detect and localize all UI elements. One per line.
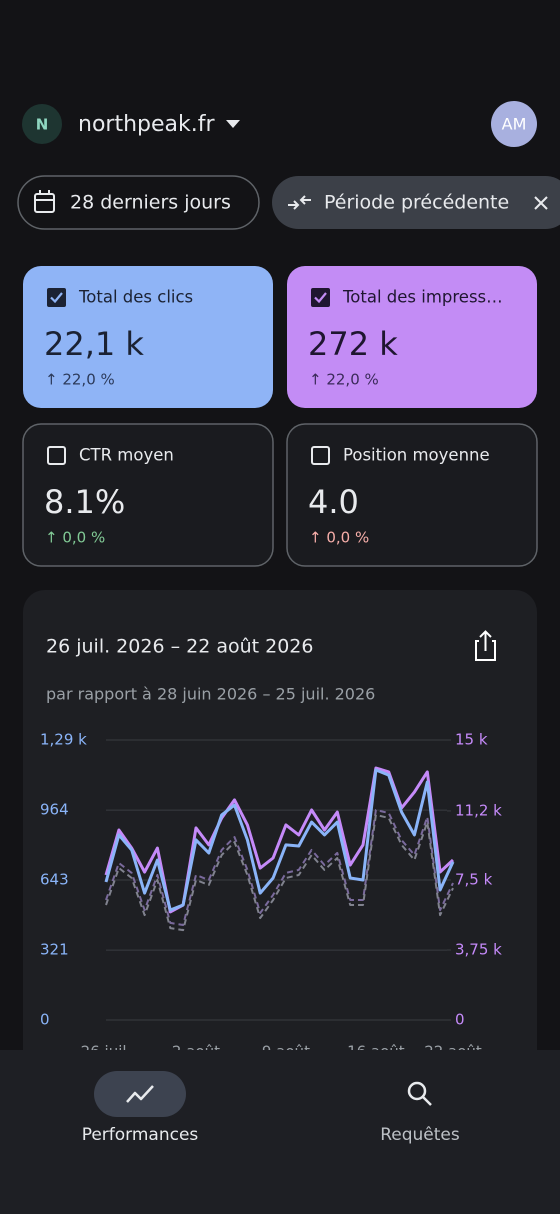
y-tick-label: 321 — [40, 941, 69, 959]
metric-value: 8.1% — [44, 483, 125, 521]
compare-icon — [288, 195, 311, 210]
y2-tick-label: 11,2 k — [455, 801, 502, 819]
y2-tick-label: 3,75 k — [455, 941, 502, 959]
chart-icon — [126, 1085, 154, 1103]
checkmark — [314, 292, 327, 304]
user-initials: AM — [502, 115, 527, 134]
y2-tick-label: 0 — [455, 1011, 465, 1029]
nav-label: Performances — [82, 1125, 199, 1145]
nav-active-pill — [94, 1071, 186, 1117]
y-tick-label: 643 — [40, 871, 69, 889]
metric-card[interactable]: Total des impress… 272 k ↑ 22,0 % — [287, 266, 537, 408]
site-name[interactable]: northpeak.fr — [78, 112, 215, 137]
dropdown-caret[interactable] — [226, 120, 240, 128]
checkmark — [50, 292, 63, 304]
metric-value: 4.0 — [308, 483, 359, 521]
metric-card[interactable]: CTR moyen 8.1% ↑ 0,0 % — [22, 423, 274, 567]
card-bg — [287, 266, 537, 408]
metric-change: ↑ 22,0 % — [45, 371, 115, 389]
user-avatar[interactable] — [491, 101, 537, 147]
nav-item[interactable]: Performances — [82, 1071, 199, 1145]
metric-value: 22,1 k — [44, 325, 144, 363]
metric-label: Total des clics — [78, 288, 193, 307]
date-chip-label: 28 derniers jours — [70, 192, 231, 214]
y2-tick-label: 7,5 k — [455, 871, 493, 889]
y-tick-label: 0 — [40, 1011, 50, 1029]
metric-change: ↑ 0,0 % — [309, 529, 369, 547]
nav-bar — [0, 1050, 560, 1214]
y-tick-label: 1,29 k — [40, 731, 87, 749]
site-avatar[interactable] — [22, 104, 62, 144]
checkbox — [47, 288, 66, 307]
date-chip[interactable] — [17, 175, 260, 230]
chart-subtitle: par rapport à 28 juin 2026 – 25 juil. 20… — [46, 685, 375, 704]
nav-label: Requêtes — [380, 1125, 460, 1145]
chart-title: 26 juil. 2026 – 22 août 2026 — [46, 636, 313, 658]
calendar-icon — [34, 190, 55, 213]
search-icon — [407, 1081, 427, 1101]
metric-change: ↑ 22,0 % — [309, 371, 379, 389]
metric-label: Total des impress… — [342, 288, 503, 307]
y-tick-label: 964 — [40, 801, 69, 819]
card-bg — [286, 423, 538, 567]
metric-card[interactable]: Total des clics 22,1 k ↑ 22,0 % — [23, 266, 273, 408]
comparison-chip-label: Période précédente — [324, 192, 509, 214]
checkbox — [311, 288, 330, 307]
metric-value: 272 k — [308, 325, 398, 363]
checkbox — [311, 446, 330, 465]
comparison-chip[interactable] — [272, 176, 560, 229]
share-icon[interactable] — [475, 630, 496, 661]
metric-card[interactable]: Position moyenne 4.0 ↑ 0,0 % — [286, 423, 538, 567]
nav-item[interactable]: Requêtes — [380, 1081, 460, 1145]
site-avatar-letter: N — [36, 116, 49, 134]
previous-period-line — [105, 809, 454, 926]
bottom-nav: Performances Requêtes — [0, 1050, 560, 1214]
metric-change: ↑ 0,0 % — [45, 529, 105, 547]
close-icon[interactable] — [534, 196, 548, 210]
metric-label: Position moyenne — [343, 446, 490, 465]
card-bg — [22, 423, 274, 567]
card-bg — [23, 266, 273, 408]
metric-label: CTR moyen — [79, 446, 174, 465]
search-icon-handle — [422, 1096, 432, 1106]
previous-period-line — [105, 813, 454, 932]
checkbox — [47, 446, 66, 465]
series-line — [104, 768, 455, 912]
y2-tick-label: 15 k — [455, 731, 488, 749]
